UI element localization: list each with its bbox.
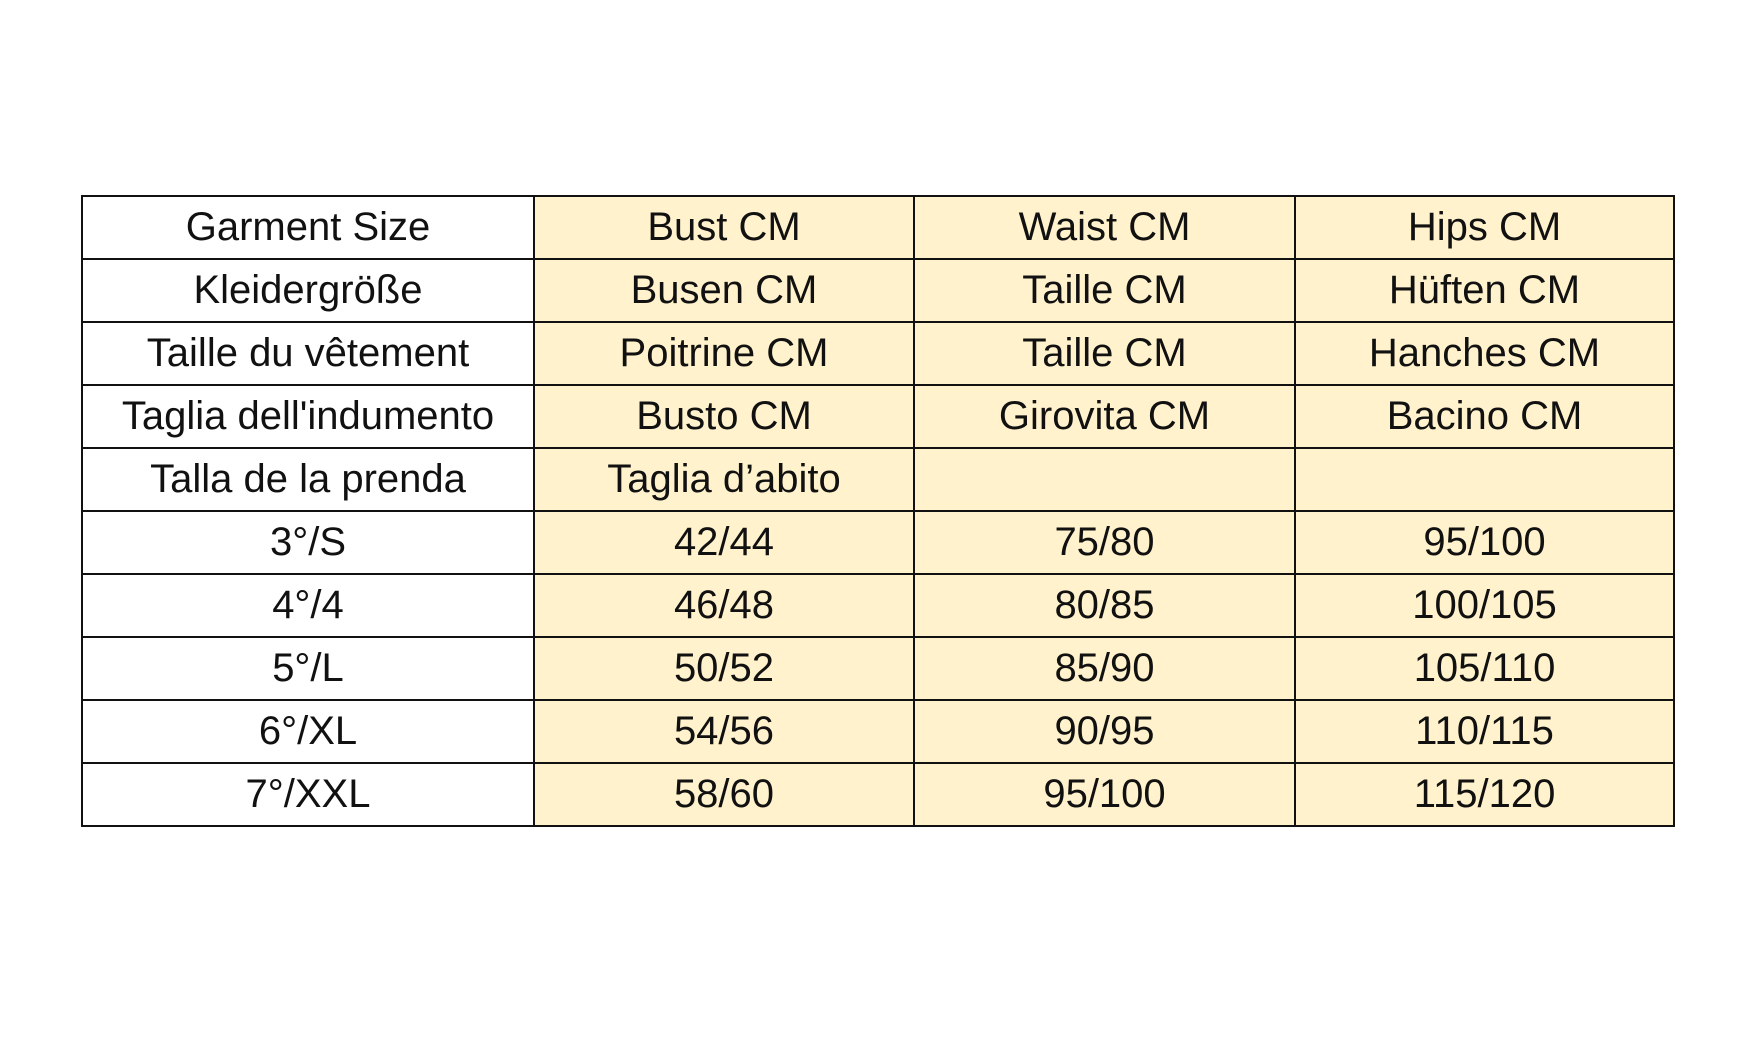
measure-cell: Busto CM <box>533 384 915 449</box>
measure-cell: 75/80 <box>913 510 1296 575</box>
table-row: 3°/S 42/44 75/80 95/100 <box>81 510 1675 575</box>
size-cell: 5°/L <box>81 636 535 701</box>
measure-cell: 58/60 <box>533 762 915 827</box>
table-row: Taille du vêtement Poitrine CM Taille CM Ha… <box>81 321 1675 386</box>
measure-cell: Taglia d’abito <box>533 447 915 512</box>
measure-cell <box>913 447 1296 512</box>
measure-cell: 100/105 <box>1294 573 1675 638</box>
measure-cell: 115/120 <box>1294 762 1675 827</box>
size-cell: Talla de la prenda <box>81 447 535 512</box>
size-cell: Kleidergröße <box>81 258 535 323</box>
measure-cell: 42/44 <box>533 510 915 575</box>
measure-cell: 50/52 <box>533 636 915 701</box>
measure-cell: Girovita CM <box>913 384 1296 449</box>
table-row: Taglia dell'indumento Busto CM Girovita CM… <box>81 384 1675 449</box>
measure-cell: Waist CM <box>913 195 1296 260</box>
measure-cell <box>1294 447 1675 512</box>
measure-cell: Hips CM <box>1294 195 1675 260</box>
measure-cell: Bacino CM <box>1294 384 1675 449</box>
size-cell: Taille du vêtement <box>81 321 535 386</box>
size-cell: Taglia dell'indumento <box>81 384 535 449</box>
measure-cell: 46/48 <box>533 573 915 638</box>
measure-cell: Bust CM <box>533 195 915 260</box>
table-row: 7°/XXL 58/60 95/100 115/120 <box>81 762 1675 827</box>
size-cell: 6°/XL <box>81 699 535 764</box>
measure-cell: Hanches CM <box>1294 321 1675 386</box>
measure-cell: 95/100 <box>1294 510 1675 575</box>
size-cell: 4°/4 <box>81 573 535 638</box>
measure-cell: 110/115 <box>1294 699 1675 764</box>
size-cell: Garment Size <box>81 195 535 260</box>
table-row: Garment Size Bust CM Waist CM Hips CM <box>81 195 1675 260</box>
size-cell: 3°/S <box>81 510 535 575</box>
table-row: Kleidergröße Busen CM Taille CM Hüften CM <box>81 258 1675 323</box>
measure-cell: 80/85 <box>913 573 1296 638</box>
measure-cell: Hüften CM <box>1294 258 1675 323</box>
table-row: 6°/XL 54/56 90/95 110/115 <box>81 699 1675 764</box>
size-table: Garment Size Bust CM Waist CM Hips CM Kleide… <box>81 195 1675 827</box>
table-row: 4°/4 46/48 80/85 100/105 <box>81 573 1675 638</box>
measure-cell: Busen CM <box>533 258 915 323</box>
measure-cell: Taille CM <box>913 258 1296 323</box>
measure-cell: 90/95 <box>913 699 1296 764</box>
measure-cell: Taille CM <box>913 321 1296 386</box>
measure-cell: 105/110 <box>1294 636 1675 701</box>
table-row: Talla de la prenda Taglia d’abito <box>81 447 1675 512</box>
measure-cell: 54/56 <box>533 699 915 764</box>
size-cell: 7°/XXL <box>81 762 535 827</box>
measure-cell: 95/100 <box>913 762 1296 827</box>
measure-cell: 85/90 <box>913 636 1296 701</box>
measure-cell: Poitrine CM <box>533 321 915 386</box>
table-row: 5°/L 50/52 85/90 105/110 <box>81 636 1675 701</box>
